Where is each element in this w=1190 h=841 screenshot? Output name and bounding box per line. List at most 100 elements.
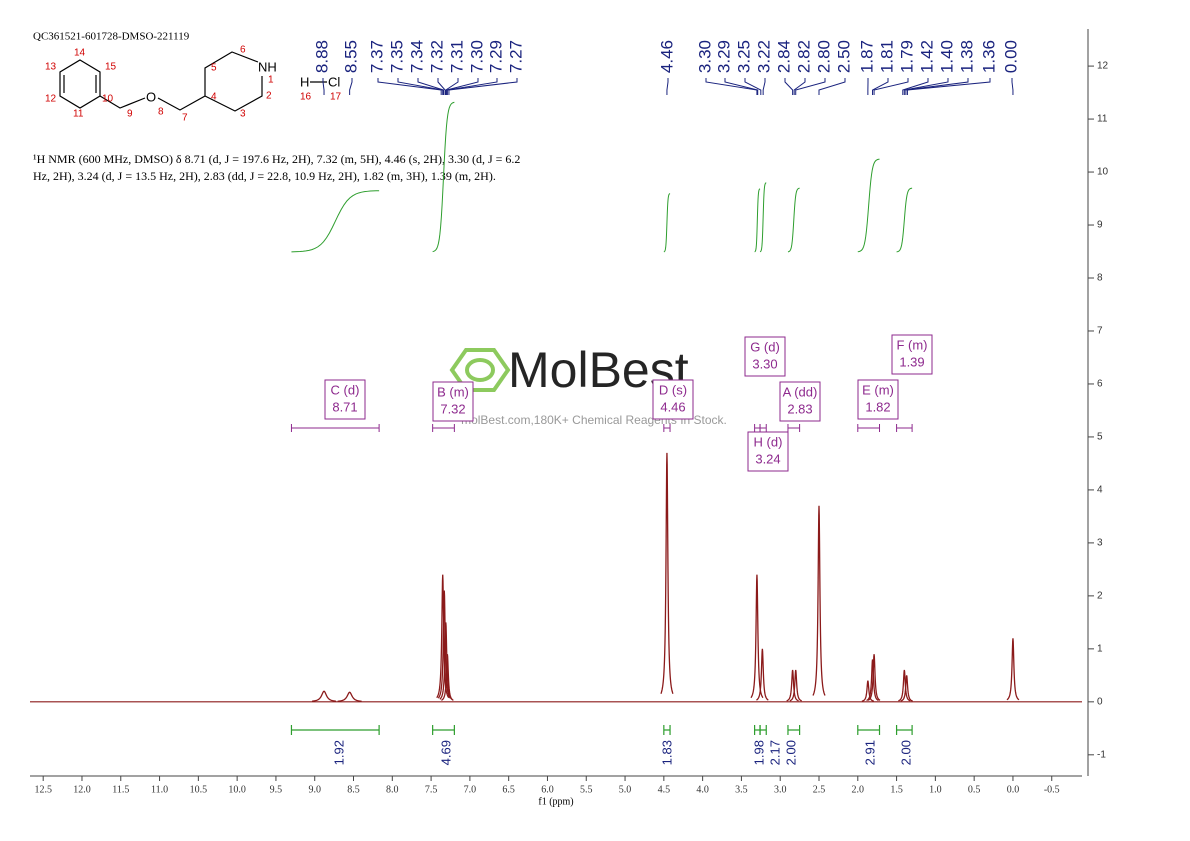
- integral-bar: [857, 725, 881, 735]
- peak-connector: [445, 78, 459, 95]
- x-tick-label: 0.0: [1007, 784, 1020, 795]
- atom-number: 12: [45, 94, 57, 105]
- peak-label: 2.82: [794, 40, 813, 73]
- peak-label: 3.30: [695, 40, 714, 73]
- multiplet-box: [891, 334, 933, 375]
- x-tick-label: 5.5: [580, 784, 593, 795]
- x-tick-label: 0.5: [968, 784, 981, 795]
- multiplet-shift: 2.83: [787, 401, 812, 416]
- integral-bar: [663, 725, 671, 735]
- peak-connector: [905, 78, 969, 95]
- multiplet-label: H (d): [754, 434, 783, 449]
- atom-number: 16: [300, 92, 312, 103]
- x-tick-label: 6.5: [502, 784, 515, 795]
- logo-ring: [465, 358, 495, 382]
- peak: [866, 659, 879, 702]
- x-tick-label: 10.0: [228, 784, 246, 795]
- peak-label: 3.25: [734, 40, 753, 73]
- multiplet-shift: 8.71: [332, 399, 357, 414]
- multiplet-shift: 3.24: [755, 451, 780, 466]
- atom-label: O: [146, 89, 156, 104]
- multiplet-label: E (m): [862, 382, 894, 397]
- multiplet-box: [744, 336, 786, 377]
- atom-number: 14: [74, 48, 86, 59]
- multiplet-label: G (d): [750, 339, 780, 354]
- sample-id: QC361521-601728-DMSO-221119: [33, 31, 190, 43]
- atom-number: 10: [102, 94, 114, 105]
- peak-connector: [705, 78, 758, 95]
- peak-label: 7.29: [486, 40, 505, 73]
- benzene-ring: [59, 59, 101, 109]
- peak-label: 7.31: [447, 40, 466, 73]
- peak: [337, 691, 362, 702]
- peak: [861, 680, 875, 702]
- y-tick-label: 12: [1097, 61, 1109, 72]
- x-tick-label: 3.5: [735, 784, 748, 795]
- integral-label: 2.91: [862, 740, 877, 765]
- peak-connector: [448, 78, 518, 95]
- peak-label: 2.84: [774, 40, 793, 73]
- peak-label: 7.30: [467, 40, 486, 73]
- y-tick-label: 4: [1097, 485, 1103, 496]
- atom-number: 13: [45, 62, 57, 73]
- atom-number: 5: [211, 63, 217, 74]
- peak: [660, 452, 674, 694]
- peak-connector: [744, 78, 762, 95]
- multiplet-shift: 1.39: [899, 354, 924, 369]
- multiplet-box: [779, 381, 821, 422]
- integral-curve: [896, 187, 913, 253]
- y-tick-label: 2: [1097, 591, 1103, 602]
- x-tick-label: 2.0: [852, 784, 865, 795]
- integral-label: 1.83: [659, 740, 674, 765]
- multiplet-label: C (d): [331, 382, 360, 397]
- peak-connector: [417, 78, 445, 95]
- atom-number: 7: [182, 113, 188, 124]
- x-tick-label: 1.5: [890, 784, 903, 795]
- multiplet-label: F (m): [896, 337, 927, 352]
- x-tick-label: 12.5: [34, 784, 52, 795]
- peak-connector: [437, 78, 446, 95]
- peak: [900, 675, 913, 702]
- integral-label: 1.98: [751, 740, 766, 765]
- peak-label: 1.42: [917, 40, 936, 73]
- atom-labels: O NH H Cl: [146, 59, 340, 104]
- atom-number: 15: [105, 62, 117, 73]
- peak-connector: [349, 78, 353, 95]
- x-tick-label: 7.0: [464, 784, 477, 795]
- integral-bar: [787, 725, 801, 735]
- integral-curve: [787, 187, 800, 253]
- integral-curve: [291, 190, 380, 253]
- atom-number: 11: [73, 109, 84, 120]
- peak: [436, 574, 450, 699]
- peak-connector: [1011, 78, 1014, 95]
- multiplet-range: [759, 424, 767, 432]
- peak-label: 4.46: [657, 40, 676, 73]
- peak-label: 1.81: [877, 40, 896, 73]
- peak: [750, 574, 764, 699]
- y-tick-label: 7: [1097, 326, 1103, 337]
- peak: [786, 669, 799, 702]
- multiplet-range: [787, 424, 801, 432]
- integral-bar: [290, 725, 380, 735]
- x-tick-label: 12.0: [73, 784, 91, 795]
- y-tick-label: 9: [1097, 220, 1103, 231]
- integral-bar: [754, 725, 761, 735]
- x-tick-label: 3.0: [774, 784, 787, 795]
- peak: [789, 669, 802, 702]
- nmr-description: Hz, 2H), 3.24 (d, J = 13.5 Hz, 2H), 2.83…: [33, 169, 496, 183]
- multiplet-range: [857, 424, 881, 432]
- peak-connector: [377, 78, 442, 95]
- structure: [59, 51, 327, 112]
- integral-bar: [432, 725, 455, 735]
- peak-connector: [762, 78, 766, 95]
- integral-bar: [759, 725, 767, 735]
- peak-label: 2.80: [814, 40, 833, 73]
- peak-connector: [872, 78, 889, 95]
- multiplet-range: [290, 424, 380, 432]
- peak-connector: [322, 78, 325, 95]
- peak-connector: [873, 78, 909, 95]
- watermark: MolBest molBest.com,180K+ Chemical Reage…: [449, 342, 727, 427]
- peak-connector: [818, 78, 846, 95]
- multiplet-box: [652, 379, 694, 420]
